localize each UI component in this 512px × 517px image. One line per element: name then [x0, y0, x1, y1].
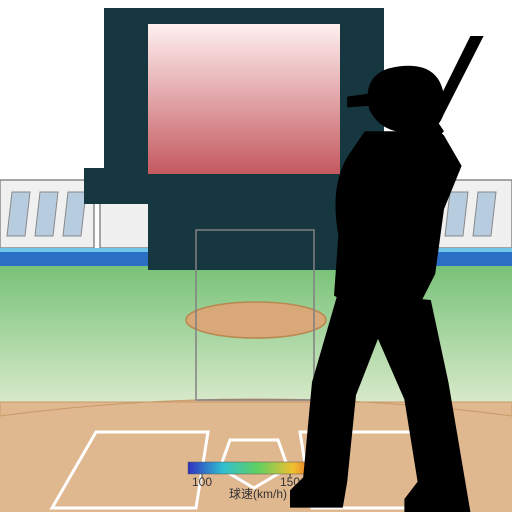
- stage-svg: 100150球速(km/h): [0, 0, 512, 512]
- scoreboard-wing-left: [84, 168, 104, 204]
- pitchers-mound: [186, 302, 326, 338]
- scoreboard-screen: [148, 24, 340, 174]
- pitch-speed-diagram: 100150球速(km/h): [0, 0, 512, 512]
- colorbar-tick-label: 100: [192, 475, 212, 489]
- colorbar-label: 球速(km/h): [229, 487, 287, 501]
- scoreboard-pillar: [148, 204, 340, 270]
